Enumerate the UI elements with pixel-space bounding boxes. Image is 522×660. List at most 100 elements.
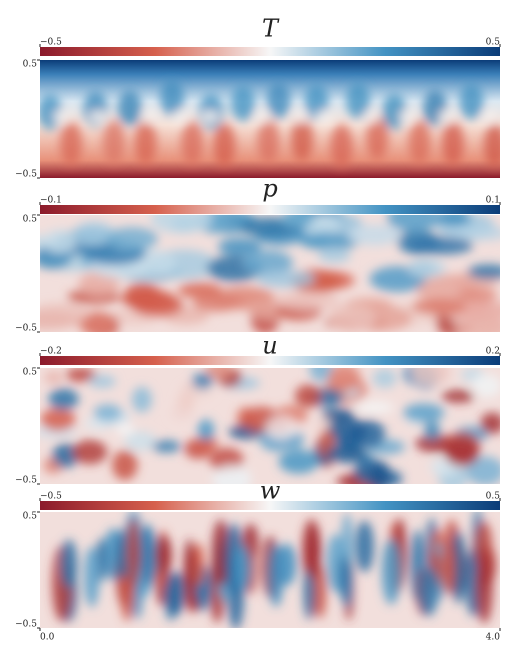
plume	[363, 110, 380, 123]
panel-title: u	[262, 332, 277, 360]
blob	[341, 558, 352, 608]
plume	[266, 82, 291, 119]
blob	[194, 435, 218, 453]
plume	[293, 110, 310, 123]
blob	[273, 291, 341, 311]
plume	[53, 110, 70, 123]
blob	[347, 224, 402, 246]
blob	[443, 225, 500, 241]
blob	[386, 215, 441, 232]
field	[40, 512, 500, 628]
plume	[481, 110, 498, 123]
panel: p −0.1 0.1 −0.5 0.5	[15, 175, 501, 334]
plume	[202, 110, 219, 123]
blob	[234, 545, 251, 593]
blob	[299, 232, 360, 251]
blob	[131, 386, 152, 413]
field-blobs	[40, 215, 500, 332]
blob	[183, 538, 196, 592]
blob	[44, 371, 64, 384]
y-tick-label: −0.5	[15, 324, 37, 334]
colorbar-tick-label: −0.2	[40, 347, 62, 357]
colorbar-tick-label: 0.2	[486, 347, 500, 357]
blob	[65, 368, 97, 382]
blob	[242, 249, 293, 276]
blob	[457, 287, 498, 303]
plume	[257, 119, 280, 164]
colorbar	[40, 501, 500, 510]
plume	[181, 120, 204, 165]
blob	[155, 535, 172, 576]
plume	[213, 123, 236, 168]
blob	[372, 368, 397, 388]
field-blobs	[40, 368, 500, 484]
plume	[330, 124, 353, 169]
blob	[140, 523, 155, 587]
plume	[60, 121, 83, 166]
field-plumes	[40, 79, 500, 169]
plume	[346, 82, 371, 119]
y-tick-label: 0.5	[23, 60, 38, 70]
blob	[305, 524, 322, 578]
blob	[303, 564, 315, 620]
blob	[403, 403, 445, 423]
y-tick-label: 0.5	[23, 368, 38, 378]
blob	[48, 388, 79, 410]
blob	[205, 368, 233, 380]
blob	[467, 264, 500, 280]
panel: u −0.2 0.2 −0.5 0.5	[15, 332, 501, 486]
colorbar-tick-label: −0.5	[40, 38, 62, 48]
blob	[192, 293, 241, 312]
blob	[441, 390, 475, 403]
colorbar-tick-label: 0.5	[486, 38, 501, 48]
plume	[89, 110, 106, 123]
colorbar	[40, 356, 500, 365]
x-tick-label: 0.0	[40, 633, 55, 643]
blob	[130, 293, 184, 317]
plume	[254, 110, 271, 123]
plume	[141, 110, 158, 123]
colorbar	[40, 205, 500, 214]
plume	[441, 121, 464, 166]
plume	[382, 93, 407, 130]
blob	[265, 415, 299, 440]
blob	[150, 215, 213, 234]
plume	[172, 110, 189, 123]
plume	[230, 84, 255, 121]
y-tick-label: −0.5	[15, 476, 37, 486]
blob	[165, 571, 186, 616]
blob	[317, 247, 351, 263]
plume	[408, 120, 431, 165]
blob	[126, 518, 141, 588]
blob	[336, 475, 359, 484]
y-tick-label: −0.5	[15, 170, 37, 180]
blob	[93, 404, 123, 422]
blob	[450, 530, 466, 604]
blob	[197, 419, 215, 442]
blob	[152, 440, 182, 453]
blob	[294, 384, 322, 408]
plume	[438, 110, 455, 123]
colorbar-tick-label: 0.1	[486, 196, 500, 206]
blob	[124, 431, 157, 452]
blob	[458, 300, 500, 320]
blob	[407, 259, 447, 278]
x-tick-label: 4.0	[486, 633, 501, 643]
plume	[117, 89, 142, 126]
blob	[171, 407, 193, 420]
blob	[280, 215, 315, 229]
colorbar-tick-label: −0.1	[40, 196, 62, 206]
blob	[40, 312, 80, 330]
panel-title: T	[262, 15, 280, 43]
blob	[60, 539, 78, 588]
blob	[192, 542, 205, 587]
plume	[366, 115, 389, 160]
blob	[355, 520, 375, 573]
blob	[177, 282, 222, 299]
blob	[419, 566, 439, 617]
blob	[44, 229, 77, 254]
blob	[475, 550, 493, 624]
blob	[444, 439, 480, 467]
plume	[399, 110, 416, 123]
